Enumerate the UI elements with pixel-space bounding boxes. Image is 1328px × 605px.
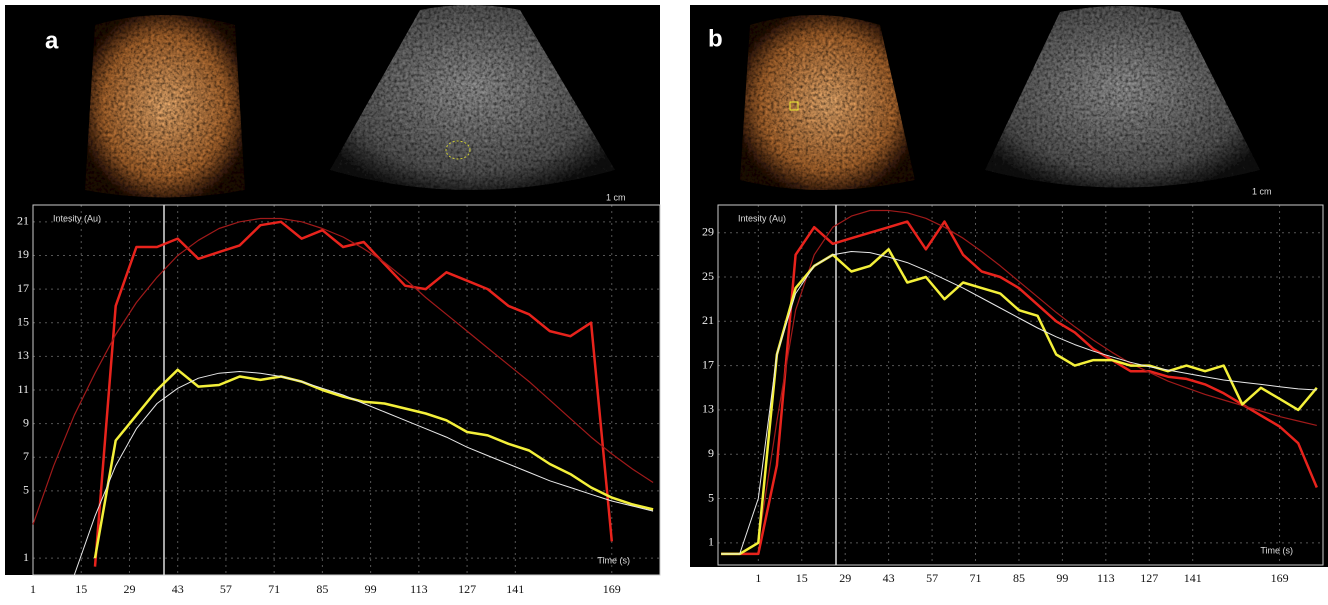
x-tick-label: 15	[75, 582, 87, 596]
x-tick-label: 1	[30, 582, 36, 596]
panel-label: b	[708, 25, 723, 52]
y-tick-label: 1	[708, 535, 714, 549]
x-tick-label: 127	[458, 582, 476, 596]
x-tick-label: 29	[839, 571, 851, 585]
series-line	[721, 209, 1317, 555]
y-tick-label: 25	[702, 269, 714, 283]
y-tick-label: 9	[23, 415, 29, 429]
x-axis-title: Time (s)	[597, 555, 630, 565]
x-tick-label: 43	[172, 582, 184, 596]
y-tick-label: 21	[702, 313, 714, 327]
x-tick-label: 15	[796, 571, 808, 585]
y-tick-label: 15	[17, 314, 29, 328]
x-tick-label: 43	[883, 571, 895, 585]
scale-label: 1 cm	[606, 192, 626, 202]
y-tick-label: 17	[17, 281, 29, 295]
series-line	[32, 217, 654, 525]
roi	[789, 101, 799, 111]
y-tick-label: 5	[708, 490, 714, 504]
x-tick-label: 141	[1184, 571, 1202, 585]
y-tick-label: 29	[702, 224, 714, 238]
plot-frame	[717, 204, 1324, 566]
x-tick-label: 127	[1140, 571, 1158, 585]
panel-label: a	[45, 27, 59, 54]
x-tick-label: 169	[1271, 571, 1289, 585]
roi	[445, 140, 471, 160]
series-line	[93, 368, 654, 559]
x-tick-label: 113	[410, 582, 428, 596]
y-tick-label: 19	[17, 247, 29, 261]
y-tick-label: 7	[23, 449, 29, 463]
series-line	[721, 220, 1318, 556]
y-tick-label: 21	[17, 214, 29, 228]
contrast-image	[85, 15, 245, 198]
series-line	[93, 220, 614, 567]
y-tick-label: 11	[17, 382, 29, 396]
series-line	[721, 251, 1317, 555]
y-tick-label: 5	[23, 483, 29, 497]
x-tick-label: 113	[1097, 571, 1115, 585]
x-tick-label: 99	[365, 582, 377, 596]
axis-strip	[0, 575, 665, 605]
y-axis-title: Intesity (Au)	[53, 213, 101, 223]
x-axis-title: Time (s)	[1260, 545, 1293, 555]
x-tick-label: 85	[316, 582, 328, 596]
bmode-image	[330, 5, 615, 190]
x-tick-label: 169	[603, 582, 621, 596]
x-tick-label: 57	[926, 571, 938, 585]
y-axis-title: Intesity (Au)	[738, 213, 786, 223]
y-tick-label: 9	[708, 446, 714, 460]
bmode-image	[985, 6, 1260, 188]
y-tick-label: 13	[17, 348, 29, 362]
x-tick-label: 1	[755, 571, 761, 585]
plot-frame	[32, 204, 661, 576]
x-tick-label: 99	[1056, 571, 1068, 585]
x-tick-label: 57	[220, 582, 232, 596]
y-tick-label: 17	[702, 357, 714, 371]
x-tick-label: 71	[970, 571, 982, 585]
x-tick-label: 85	[1013, 571, 1025, 585]
y-tick-label: 13	[702, 402, 714, 416]
scale-label: 1 cm	[1252, 186, 1272, 196]
series-line	[73, 371, 654, 576]
axis-strip	[688, 567, 1328, 605]
x-tick-label: 141	[506, 582, 524, 596]
y-tick-label: 1	[23, 550, 29, 564]
contrast-image	[740, 15, 915, 190]
x-tick-label: 29	[123, 582, 135, 596]
x-tick-label: 71	[268, 582, 280, 596]
